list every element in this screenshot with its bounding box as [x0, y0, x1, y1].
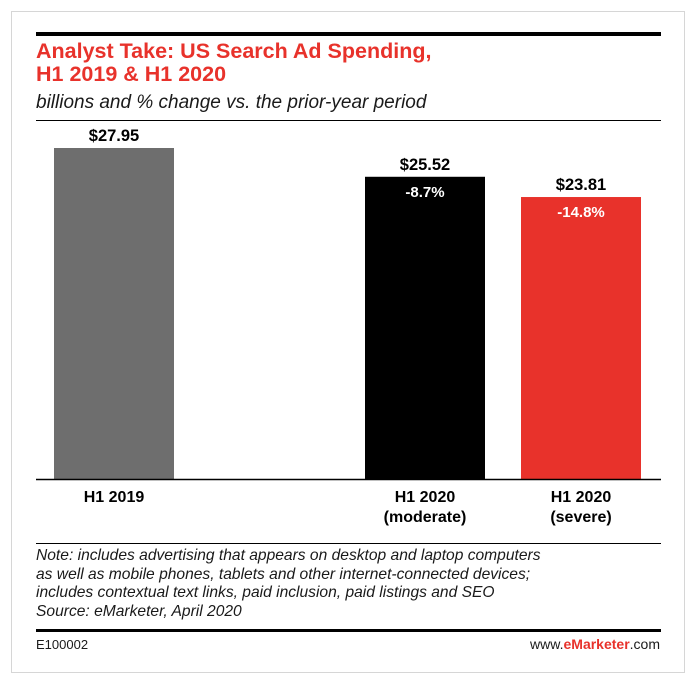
source-line: Source: eMarketer, April 2020: [36, 602, 242, 620]
bar-1: [54, 148, 174, 479]
site-brand: eMarketer: [563, 636, 630, 652]
note-line-1: Note: includes advertising that appears …: [36, 547, 541, 564]
note-rule: [36, 543, 661, 544]
chart-subtitle: billions and % change vs. the prior-year…: [36, 92, 427, 113]
chart-title: Analyst Take: US Search Ad Spending, H1 …: [36, 40, 656, 86]
title-line-2: H1 2019 & H1 2020: [36, 62, 227, 86]
note-line-3: includes contextual text links, paid inc…: [36, 584, 495, 601]
change-label-2: -8.7%: [405, 184, 444, 201]
value-label-1: $27.95: [89, 127, 139, 145]
bar-2: [365, 176, 485, 479]
site-link[interactable]: www.eMarketer.com: [530, 636, 660, 652]
note-line-2: as well as mobile phones, tablets and ot…: [36, 565, 531, 583]
footer-rule: [36, 629, 661, 632]
top-bar: [36, 32, 661, 36]
category-label-2-1: H1 2020: [395, 489, 456, 506]
category-label-1-1: H1 2019: [84, 489, 145, 506]
change-label-3: -14.8%: [557, 204, 605, 221]
value-label-2: $25.52: [400, 156, 450, 174]
category-label-3-1: H1 2020: [551, 489, 612, 506]
title-line-1: Analyst Take: US Search Ad Spending,: [36, 39, 432, 63]
chart-id: E100002: [36, 637, 89, 652]
category-label-3-2: (severe): [550, 509, 611, 526]
bar-3: [521, 197, 641, 479]
site-suffix: .com: [629, 636, 660, 652]
value-label-3: $23.81: [556, 176, 606, 194]
site-prefix: www.: [530, 636, 564, 652]
header-rule: [36, 120, 661, 121]
chart-note: Note: includes advertising that appears …: [36, 547, 661, 621]
category-label-2-2: (moderate): [384, 509, 467, 526]
